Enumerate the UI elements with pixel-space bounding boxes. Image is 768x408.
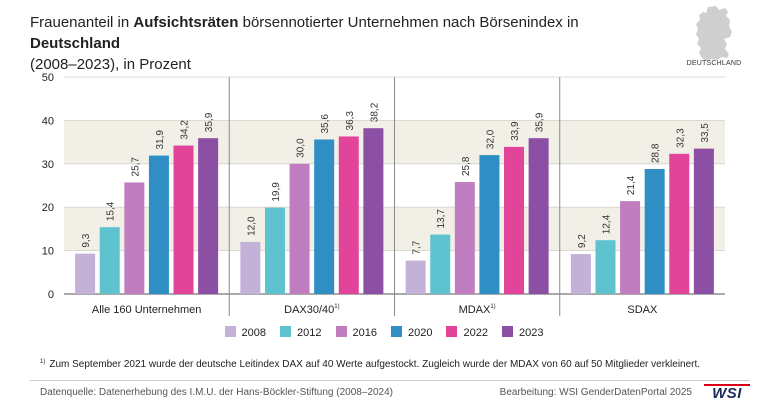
- bar: [620, 201, 641, 294]
- footnote-marker: 1): [40, 359, 46, 365]
- legend-label: 2016: [352, 327, 377, 339]
- bar: [644, 169, 665, 294]
- bar: [528, 138, 549, 294]
- data-label: 9,2: [577, 234, 588, 248]
- y-tick-label: 0: [48, 289, 54, 301]
- title-bold-1: Aufsichtsräten: [133, 14, 239, 31]
- bar: [363, 128, 384, 294]
- bar: [693, 148, 714, 294]
- footnote-text: Zum September 2021 wurde der deutsche Le…: [49, 359, 701, 370]
- data-label: 31,9: [155, 130, 166, 150]
- legend-swatch: [446, 326, 458, 337]
- data-label: 7,7: [412, 240, 423, 254]
- legend-label: 2020: [408, 327, 433, 339]
- y-tick-label: 20: [42, 202, 54, 214]
- data-label: 32,0: [485, 129, 496, 149]
- data-label: 35,9: [535, 112, 546, 132]
- credit: Bearbeitung: WSI GenderDatenPortal 2025: [499, 387, 692, 398]
- legend-item: 2016: [335, 326, 377, 339]
- bar: [289, 163, 310, 294]
- data-label: 35,9: [204, 112, 215, 132]
- y-tick-label: 30: [42, 159, 54, 171]
- data-label: 25,8: [461, 156, 472, 176]
- bar: [124, 182, 145, 294]
- x-category-label: MDAX1): [459, 304, 496, 316]
- bar: [264, 207, 285, 294]
- y-tick-label: 10: [42, 246, 54, 258]
- legend-swatch: [391, 326, 402, 337]
- bar: [430, 234, 451, 294]
- legend: 2008 2012 2016 2020 2022 2023: [0, 326, 768, 339]
- data-label: 15,4: [106, 201, 117, 221]
- title-line-2: (2008–2023), in Prozent: [30, 56, 191, 73]
- y-tick-label: 40: [42, 115, 54, 127]
- wsi-logo: WSI: [704, 384, 750, 402]
- data-label: 25,7: [130, 157, 141, 177]
- category-footnote-marker: 1): [334, 304, 339, 310]
- data-label: 12,0: [246, 216, 257, 236]
- footnote: 1) Zum September 2021 wurde der deutsche …: [40, 359, 700, 370]
- bar: [570, 254, 591, 294]
- legend-swatch: [335, 326, 347, 337]
- germany-map-icon: [696, 6, 732, 61]
- x-category-label: DAX30/401): [284, 304, 340, 316]
- data-label: 34,2: [180, 120, 191, 140]
- footer-divider: [30, 380, 750, 381]
- legend-item: 2020: [391, 326, 432, 339]
- category-footnote-marker: 1): [490, 304, 495, 310]
- x-category-label: Alle 160 Unternehmen: [92, 304, 201, 316]
- bar: [595, 240, 616, 294]
- legend-label: 2022: [463, 327, 488, 339]
- legend-label: 2008: [241, 327, 267, 339]
- data-label: 30,0: [296, 138, 307, 158]
- data-label: 12,4: [601, 214, 612, 234]
- legend-label: 2012: [297, 327, 322, 339]
- data-label: 35,6: [320, 114, 331, 134]
- y-tick-label: 50: [42, 72, 54, 84]
- legend-item: 2008: [224, 326, 267, 339]
- bar: [338, 136, 359, 294]
- legend-swatch: [501, 326, 513, 337]
- legend-item: 2022: [446, 326, 488, 339]
- legend-swatch: [224, 326, 236, 337]
- data-label: 33,5: [700, 123, 711, 143]
- bar: [479, 155, 500, 294]
- legend-label: 2023: [518, 327, 544, 339]
- title-bold-2: Deutschland: [30, 35, 121, 52]
- bar: [405, 260, 426, 294]
- data-source: Datenquelle: Datenerhebung des I.M.U. de…: [40, 387, 393, 398]
- bar: [504, 146, 525, 294]
- title-text-2: börsennotierter Unternehmen nach Börseni…: [238, 14, 579, 31]
- bar: [314, 139, 335, 294]
- bar: [198, 138, 219, 294]
- data-label: 13,7: [436, 209, 447, 229]
- bar: [173, 145, 194, 294]
- data-label: 19,9: [271, 182, 282, 202]
- bar-chart: 0 10 20 30 40 50 9,3 15,4 25,7 31,9 34,2 35,9 Alle 1…: [42, 72, 725, 316]
- bar: [99, 227, 120, 294]
- data-label: 36,3: [345, 111, 356, 131]
- data-label: 28,8: [651, 143, 662, 163]
- data-label: 38,2: [369, 102, 380, 122]
- title-text-1: Frauenanteil in: [30, 14, 134, 31]
- bar: [148, 155, 169, 294]
- bar: [669, 153, 690, 294]
- map-label: DEUTSCHLAND: [686, 60, 742, 67]
- data-label: 9,3: [81, 233, 92, 247]
- chart-title: Frauenanteil in Aufsichtsräten börsennot…: [30, 12, 670, 75]
- bar: [240, 241, 261, 294]
- legend-item: 2023: [501, 326, 544, 339]
- x-category-label: SDAX: [627, 304, 658, 316]
- data-label: 33,9: [510, 121, 521, 141]
- bar: [75, 253, 96, 294]
- legend-swatch: [280, 326, 292, 337]
- legend-item: 2012: [280, 326, 322, 339]
- bar: [454, 182, 475, 294]
- data-label: 32,3: [675, 128, 686, 148]
- data-label: 21,4: [626, 175, 637, 195]
